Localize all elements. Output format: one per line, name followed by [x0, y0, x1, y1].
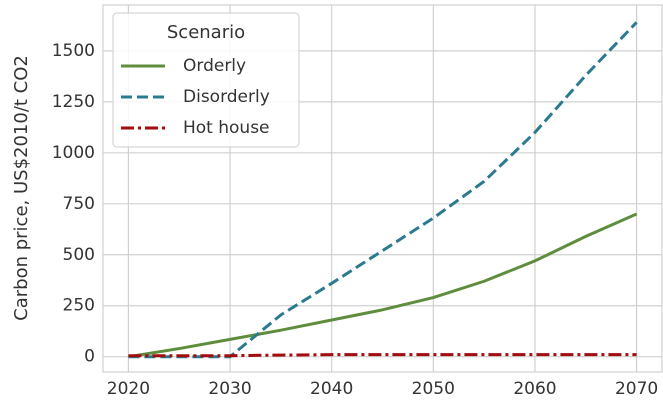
legend-box — [112, 12, 300, 148]
legend-label: Hot house — [183, 118, 270, 138]
plot-frame — [102, 4, 663, 373]
series-line — [128, 212, 638, 359]
x-tick-label: 2050 — [412, 379, 455, 399]
y-axis-label: Carbon price, US$2010/t CO2 — [11, 55, 32, 321]
x-tick-label: 2060 — [513, 379, 556, 399]
x-tick-label: 2030 — [208, 379, 251, 399]
y-tick-label: 250 — [63, 296, 95, 316]
x-tick-label: 2020 — [107, 379, 150, 399]
y-tick-label: 1000 — [52, 143, 95, 163]
y-tick-label: 1250 — [52, 92, 95, 112]
y-tick-label: 0 — [84, 347, 95, 367]
y-tick-label: 500 — [63, 245, 95, 265]
series-line — [128, 353, 637, 358]
legend-title: Scenario — [167, 22, 245, 43]
x-tick-label: 2070 — [615, 379, 658, 399]
legend-label: Orderly — [183, 56, 246, 76]
legend-label: Disorderly — [183, 87, 270, 107]
x-tick-label: 2040 — [310, 379, 353, 399]
y-tick-label: 1500 — [52, 41, 95, 61]
y-tick-label: 750 — [63, 194, 95, 214]
